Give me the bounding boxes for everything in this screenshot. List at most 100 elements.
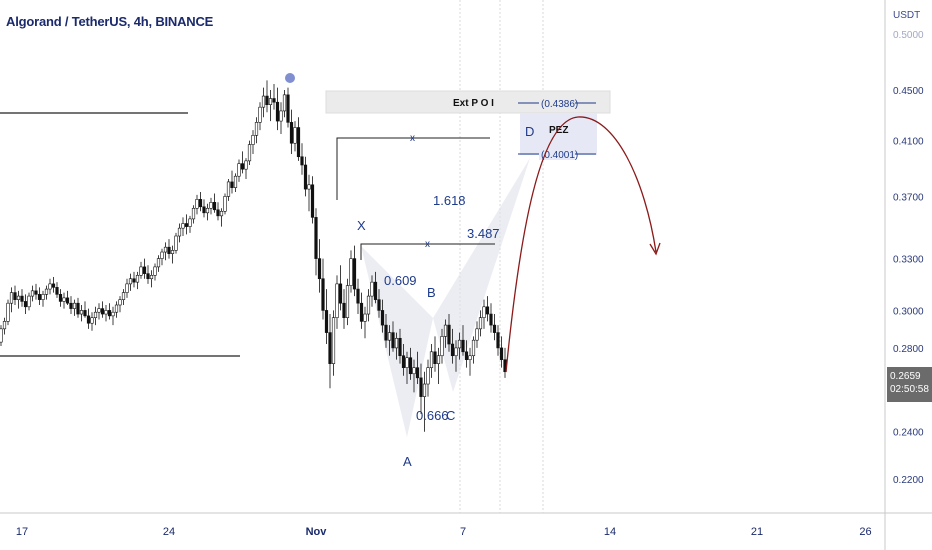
candle-body	[188, 218, 192, 227]
candle-body	[121, 292, 126, 300]
candle-body	[356, 288, 360, 304]
candle-body	[335, 283, 339, 319]
candle-body	[135, 275, 140, 283]
candle-body	[9, 292, 14, 304]
candle-body	[51, 283, 56, 288]
candle-body	[443, 324, 448, 337]
candle-body	[237, 163, 241, 177]
candle-body	[76, 302, 80, 315]
peak-marker[interactable]	[285, 73, 295, 83]
candle-body	[30, 290, 35, 297]
candle-body	[461, 339, 465, 353]
last-price-value: 0.2659	[890, 371, 921, 382]
x-tick-label: 7	[460, 526, 466, 538]
cross-mark: x	[410, 133, 415, 144]
candle-body	[384, 324, 388, 341]
candle-body	[300, 156, 304, 166]
candle-body	[114, 304, 119, 313]
candle-body	[268, 98, 273, 105]
candle-body	[139, 266, 143, 276]
candle-body	[272, 98, 276, 103]
y-tick-label: 0.4100	[893, 137, 924, 148]
candle-body	[27, 295, 31, 308]
candle-body	[391, 332, 395, 349]
candle-body	[436, 355, 441, 364]
ext-poi-label: Ext P O I	[453, 98, 494, 109]
candle-body	[457, 339, 462, 349]
candle-body	[373, 281, 378, 300]
candle-body	[195, 199, 199, 209]
candle-body	[125, 283, 129, 293]
candle-body	[146, 273, 150, 280]
candle-body	[363, 313, 367, 322]
candle-body	[34, 290, 38, 295]
candle-body	[48, 283, 52, 290]
candle-body	[181, 223, 185, 229]
candle-body	[212, 202, 217, 211]
candlestick-series	[0, 80, 507, 432]
candle-body	[496, 332, 500, 349]
candle-body	[177, 227, 182, 237]
price-axis-ticks: 0.4500 0.4100 0.3700 0.3300 0.3000 0.2800 0.24…	[893, 86, 924, 486]
candle-body	[440, 336, 444, 357]
candle-body	[142, 266, 147, 274]
fib-line-lower[interactable]	[360, 243, 495, 260]
candle-body	[345, 285, 350, 319]
zone-top-label: (0.4386)	[541, 99, 578, 110]
candle-body	[90, 317, 94, 324]
candle-body	[370, 281, 374, 297]
candle-body	[86, 315, 91, 324]
candle-body	[205, 207, 210, 214]
candle-body	[170, 250, 175, 254]
fib-line-upper[interactable]	[336, 137, 490, 200]
candle-body	[307, 184, 311, 190]
fib-0609-label: 0.609	[384, 273, 417, 288]
candle-body	[489, 313, 493, 326]
x-tick-label: 17	[16, 526, 28, 538]
candle-body	[328, 332, 332, 364]
y-tick-label: 0.3700	[893, 192, 924, 203]
candle-body	[426, 367, 430, 385]
x-tick-label: 26	[859, 526, 871, 538]
candle-body	[97, 308, 101, 313]
candle-body	[499, 347, 504, 360]
candle-body	[153, 266, 157, 276]
candle-body	[156, 258, 161, 268]
candle-body	[412, 367, 416, 375]
candle-body	[83, 310, 87, 317]
candle-body	[405, 357, 409, 368]
candle-body	[216, 209, 220, 217]
candle-body	[44, 288, 49, 295]
candle-body	[342, 302, 346, 319]
point-a-label: A	[403, 454, 412, 469]
candle-body	[62, 297, 66, 302]
candle-body	[2, 321, 7, 330]
candle-body	[401, 355, 406, 368]
candle-body	[198, 199, 203, 208]
candle-body	[422, 383, 427, 397]
pez-label: PEZ	[549, 125, 568, 136]
candle-body	[394, 337, 399, 349]
candle-body	[485, 306, 490, 315]
candle-body	[13, 292, 17, 300]
projection-arc[interactable]	[505, 116, 657, 373]
candle-body	[226, 181, 231, 197]
pattern-bcd	[433, 158, 530, 392]
candle-body	[209, 202, 213, 209]
candle-body	[377, 299, 381, 311]
candle-body	[415, 367, 420, 379]
price-axis-unit: USDT	[893, 10, 921, 21]
candle-body	[65, 297, 70, 304]
x-tick-label: 21	[751, 526, 763, 538]
point-c-label: C	[446, 408, 455, 423]
candle-body	[419, 377, 423, 397]
candle-body	[174, 235, 178, 251]
candle-body	[464, 351, 469, 360]
candle-body	[258, 106, 262, 123]
candle-body	[492, 324, 497, 333]
candle-body	[58, 294, 63, 302]
candle-body	[468, 355, 472, 360]
point-d-label: D	[525, 124, 534, 139]
candle-body	[72, 302, 77, 309]
